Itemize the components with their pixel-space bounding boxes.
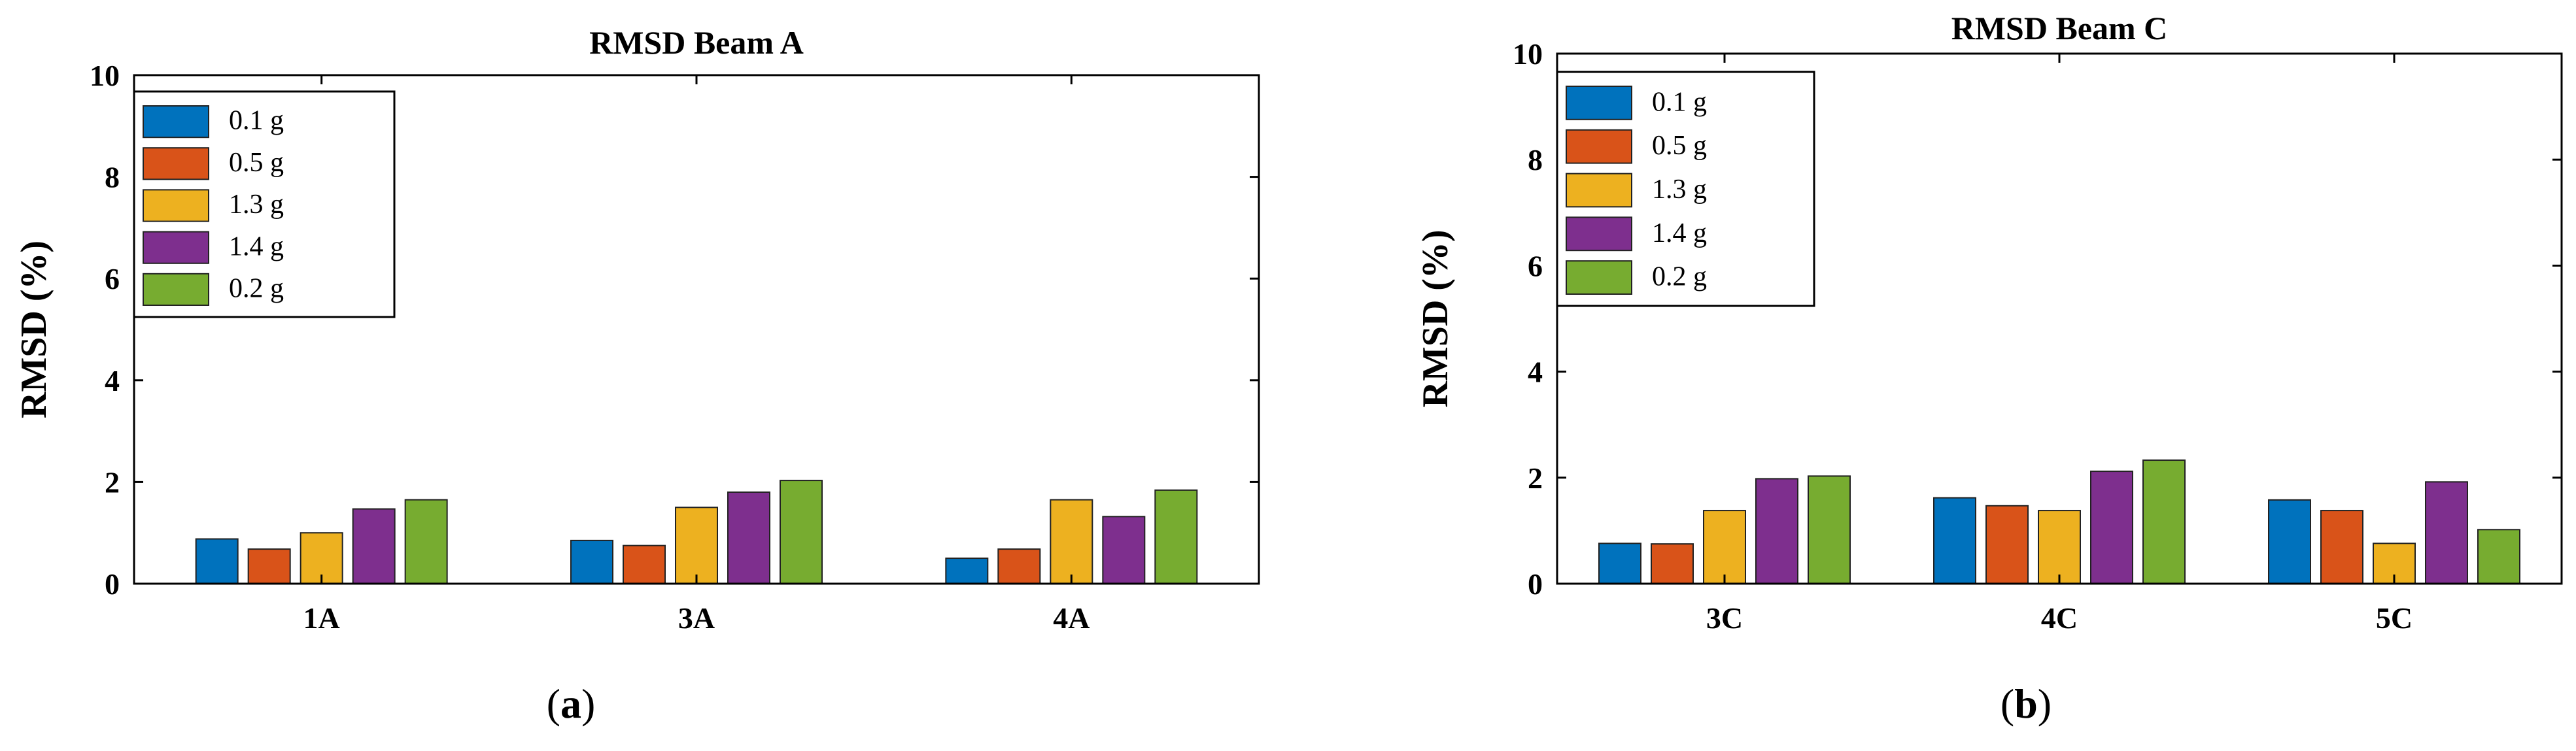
bar-1A-0.1g	[195, 538, 239, 585]
legend-entry: 0.2 g	[1652, 262, 1707, 292]
bar-3A-1.3g	[675, 507, 718, 584]
y-tick-label: 2	[1528, 461, 1543, 495]
bar-4A-0.5g	[997, 548, 1041, 585]
y-tick-label: 10	[90, 59, 120, 92]
y-tick-label: 8	[105, 161, 120, 194]
bar-4A-1.3g	[1050, 499, 1093, 584]
bar-4C-0.5g	[1985, 505, 2029, 585]
legend-swatch	[143, 231, 209, 264]
bar-4C-0.2g	[2142, 459, 2186, 584]
y-tick-label: 0	[1528, 567, 1543, 601]
legend-entry: 1.3 g	[229, 190, 284, 220]
bar-5C-0.2g	[2477, 529, 2520, 585]
bar-3A-0.5g	[623, 544, 666, 585]
legend-entry: 1.4 g	[1652, 218, 1707, 248]
bar-3C-0.5g	[1651, 543, 1694, 584]
bar-3A-1.4g	[727, 491, 770, 585]
x-tick-label: 5C	[2376, 601, 2413, 635]
bar-5C-0.5g	[2320, 510, 2363, 584]
legend-entry: 1.3 g	[1652, 175, 1707, 205]
legend-swatch	[143, 105, 209, 139]
bar-1A-1.4g	[352, 508, 396, 584]
legend-swatch	[143, 273, 209, 306]
chart-title: RMSD Beam C	[1951, 10, 2168, 46]
y-tick-label: 4	[1528, 356, 1543, 389]
y-axis-label: RMSD (%)	[1415, 229, 1456, 407]
legend-entry: 0.2 g	[229, 273, 284, 303]
bar-3C-1.3g	[1703, 510, 1746, 584]
x-tick-label: 1A	[303, 601, 340, 635]
y-tick-label: 6	[1528, 249, 1543, 282]
bar-3C-1.4g	[1755, 478, 1798, 584]
bar-3C-0.1g	[1598, 542, 1641, 585]
legend-swatch	[143, 147, 209, 180]
panel-label: (b)	[2001, 680, 2052, 727]
y-tick-label: 10	[1513, 37, 1543, 71]
bar-1A-0.5g	[247, 548, 291, 585]
y-axis-label: RMSD (%)	[14, 241, 54, 418]
y-tick-label: 8	[1528, 143, 1543, 176]
legend-entry: 0.1 g	[229, 106, 284, 136]
legend-entry: 0.1 g	[1652, 87, 1707, 117]
y-tick-label: 6	[105, 262, 120, 295]
bar-5C-1.4g	[2425, 481, 2468, 585]
x-tick-label: 3A	[678, 601, 715, 635]
bar-4C-0.1g	[1933, 497, 1976, 584]
x-tick-label: 3C	[1706, 601, 1743, 635]
bar-3A-0.1g	[570, 539, 613, 584]
legend-entry: 1.4 g	[229, 231, 284, 261]
legend-swatch	[1566, 260, 1632, 295]
legend-swatch	[1566, 129, 1632, 164]
legend-entry: 0.5 g	[229, 148, 284, 178]
plot-frame	[1556, 52, 2563, 585]
y-tick-label: 0	[105, 567, 120, 601]
bar-4A-1.4g	[1102, 516, 1146, 585]
legend-swatch	[143, 189, 209, 222]
legend-swatch	[1566, 86, 1632, 120]
plot-frame	[133, 74, 1260, 585]
bar-4A-0.2g	[1154, 489, 1198, 585]
panel-label: (a)	[547, 680, 596, 727]
bar-4A-0.1g	[945, 558, 989, 584]
legend-swatch	[1566, 173, 1632, 208]
chart-title: RMSD Beam A	[589, 24, 804, 61]
y-tick-label: 2	[105, 465, 120, 499]
bar-3C-0.2g	[1808, 475, 1851, 584]
legend-swatch	[1566, 216, 1632, 252]
y-tick-label: 4	[105, 364, 120, 397]
x-tick-label: 4C	[2041, 601, 2078, 635]
bar-4C-1.3g	[2038, 510, 2081, 584]
bar-4C-1.4g	[2090, 471, 2133, 584]
x-tick-label: 4A	[1053, 601, 1090, 635]
bar-3A-0.2g	[780, 480, 823, 584]
panel-label-letter: b	[2014, 680, 2038, 727]
panel-label-letter: a	[560, 680, 581, 727]
bar-1A-0.2g	[404, 499, 448, 584]
legend-entry: 0.5 g	[1652, 131, 1707, 161]
bar-5C-0.1g	[2268, 499, 2311, 584]
